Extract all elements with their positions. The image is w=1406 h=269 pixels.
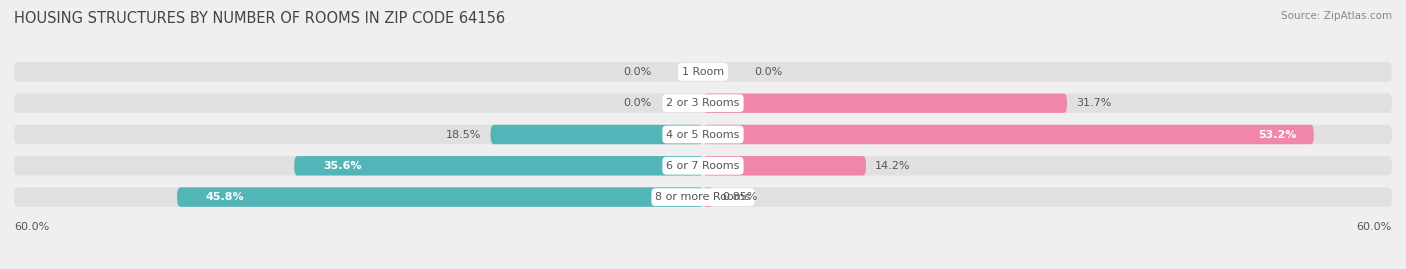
- FancyBboxPatch shape: [703, 187, 713, 207]
- FancyBboxPatch shape: [14, 62, 1392, 82]
- FancyBboxPatch shape: [14, 125, 1392, 144]
- FancyBboxPatch shape: [703, 94, 1067, 113]
- Text: 53.2%: 53.2%: [1258, 129, 1296, 140]
- FancyBboxPatch shape: [14, 156, 1392, 175]
- Text: 18.5%: 18.5%: [446, 129, 481, 140]
- Text: 60.0%: 60.0%: [14, 221, 49, 232]
- FancyBboxPatch shape: [703, 125, 1313, 144]
- FancyBboxPatch shape: [14, 94, 1392, 113]
- Text: 4 or 5 Rooms: 4 or 5 Rooms: [666, 129, 740, 140]
- Text: 2 or 3 Rooms: 2 or 3 Rooms: [666, 98, 740, 108]
- Text: Source: ZipAtlas.com: Source: ZipAtlas.com: [1281, 11, 1392, 21]
- Text: 0.0%: 0.0%: [623, 67, 651, 77]
- Text: 0.0%: 0.0%: [623, 98, 651, 108]
- Text: 0.0%: 0.0%: [755, 67, 783, 77]
- FancyBboxPatch shape: [294, 156, 703, 175]
- FancyBboxPatch shape: [14, 187, 1392, 207]
- Text: 6 or 7 Rooms: 6 or 7 Rooms: [666, 161, 740, 171]
- Text: HOUSING STRUCTURES BY NUMBER OF ROOMS IN ZIP CODE 64156: HOUSING STRUCTURES BY NUMBER OF ROOMS IN…: [14, 11, 505, 26]
- FancyBboxPatch shape: [491, 125, 703, 144]
- Text: 31.7%: 31.7%: [1076, 98, 1112, 108]
- Text: 60.0%: 60.0%: [1357, 221, 1392, 232]
- Text: 1 Room: 1 Room: [682, 67, 724, 77]
- Text: 14.2%: 14.2%: [875, 161, 911, 171]
- Text: 8 or more Rooms: 8 or more Rooms: [655, 192, 751, 202]
- Text: 35.6%: 35.6%: [323, 161, 361, 171]
- Text: 45.8%: 45.8%: [205, 192, 245, 202]
- Text: 0.85%: 0.85%: [721, 192, 758, 202]
- FancyBboxPatch shape: [703, 156, 866, 175]
- FancyBboxPatch shape: [177, 187, 703, 207]
